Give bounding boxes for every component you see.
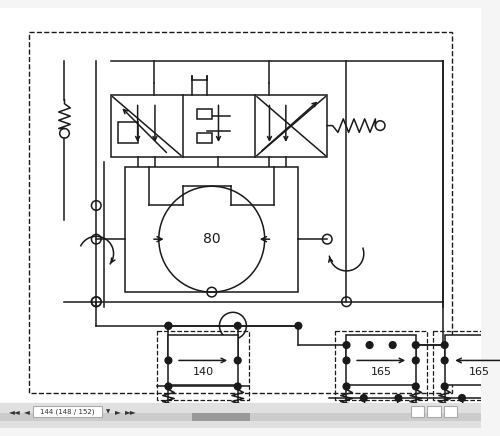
Text: 144 (148 / 152): 144 (148 / 152)	[40, 408, 94, 415]
Text: ◄◄: ◄◄	[8, 407, 20, 416]
Bar	[168, 335, 237, 385]
Circle shape	[412, 342, 419, 348]
Bar	[428, 405, 441, 417]
Circle shape	[343, 342, 350, 348]
Circle shape	[360, 395, 367, 402]
Bar	[110, 95, 327, 157]
Circle shape	[165, 323, 172, 329]
Circle shape	[234, 357, 241, 364]
Text: ►►: ►►	[125, 407, 137, 416]
Circle shape	[366, 342, 373, 348]
Circle shape	[458, 395, 466, 402]
Circle shape	[295, 323, 302, 329]
Circle shape	[234, 323, 241, 329]
Circle shape	[442, 357, 448, 364]
Circle shape	[390, 342, 396, 348]
Bar	[335, 330, 428, 400]
Bar	[118, 122, 138, 143]
Text: ◄: ◄	[24, 407, 30, 416]
Bar	[157, 330, 250, 400]
Text: ►: ►	[116, 407, 121, 416]
Circle shape	[343, 357, 350, 364]
Text: 165: 165	[370, 367, 392, 377]
Bar	[32, 405, 102, 417]
Circle shape	[412, 383, 419, 390]
Circle shape	[442, 342, 448, 348]
Bar	[346, 335, 416, 385]
Circle shape	[494, 395, 500, 402]
Bar	[29, 32, 452, 393]
Text: 165: 165	[469, 367, 490, 377]
Circle shape	[165, 383, 172, 390]
Bar	[444, 405, 457, 417]
Circle shape	[442, 383, 448, 390]
Text: ▼: ▼	[106, 409, 110, 414]
Circle shape	[412, 357, 419, 364]
Circle shape	[343, 383, 350, 390]
Bar	[0, 403, 481, 428]
Bar	[198, 109, 211, 119]
Bar	[433, 330, 500, 400]
Bar	[198, 133, 211, 143]
Circle shape	[165, 357, 172, 364]
Circle shape	[234, 383, 241, 390]
Circle shape	[165, 323, 172, 329]
Bar	[411, 405, 424, 417]
Bar	[444, 335, 500, 385]
Text: 140: 140	[192, 367, 214, 377]
Text: 80: 80	[203, 232, 220, 246]
Bar	[192, 413, 250, 421]
Bar	[125, 167, 298, 292]
Bar	[0, 413, 481, 421]
Circle shape	[395, 395, 402, 402]
